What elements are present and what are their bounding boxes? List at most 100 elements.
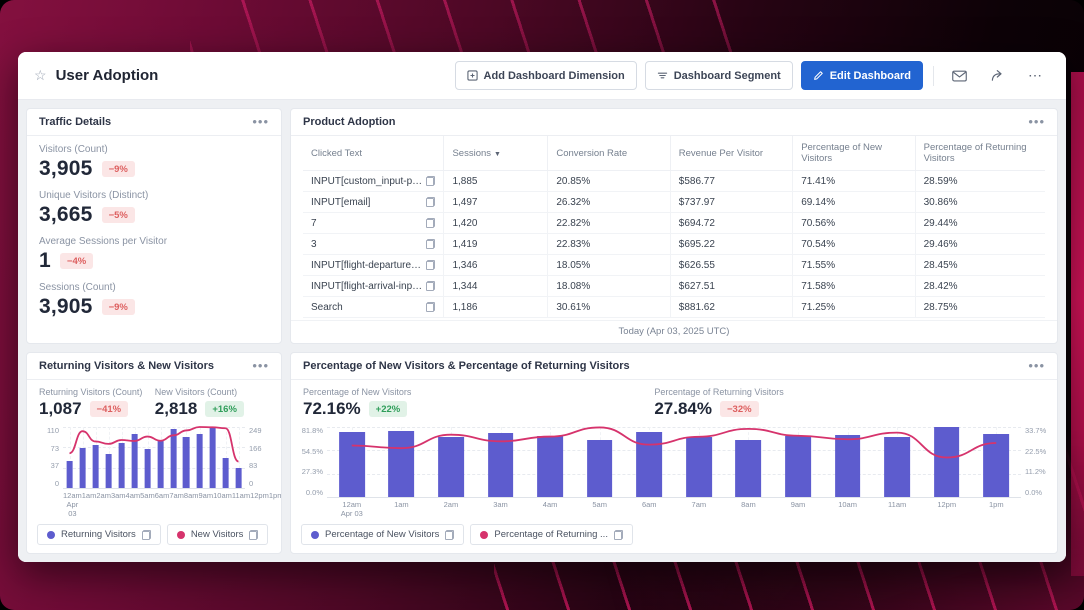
bar-1am[interactable] — [388, 430, 415, 497]
column-header[interactable]: Clicked Text — [303, 136, 445, 171]
add-dashboard-dimension-button[interactable]: Add Dashboard Dimension — [454, 61, 637, 90]
edit-dashboard-button[interactable]: Edit Dashboard — [800, 61, 923, 90]
metric-label: Visitors (Count) — [39, 144, 108, 155]
chart-menu-button[interactable]: ••• — [252, 358, 269, 373]
copy-icon[interactable] — [426, 239, 436, 249]
legend-item-returning-visitors[interactable]: Returning Visitors — [37, 524, 161, 545]
traffic-details-menu-button[interactable]: ••• — [252, 114, 269, 129]
more-options-button[interactable]: ⋯ — [1020, 61, 1050, 90]
gridline — [327, 497, 1021, 498]
bar-8am[interactable] — [735, 439, 762, 497]
column-header[interactable]: Percentage of New Visitors — [792, 136, 916, 171]
x-tick-label: 7am — [169, 491, 184, 500]
chart-plot-area[interactable] — [327, 427, 1021, 498]
table-date-footer: Today (Apr 03, 2025 UTC) — [291, 320, 1057, 343]
copy-icon[interactable] — [249, 529, 259, 540]
metric-avg-sessions: Average Sessions per Visitor 1 −4% — [39, 236, 269, 273]
favorite-star-icon[interactable]: ☆ — [34, 67, 47, 83]
bar-11am[interactable] — [884, 437, 910, 497]
copy-icon[interactable] — [613, 529, 623, 540]
table-cell: 29.46% — [914, 233, 1045, 255]
bar-6am[interactable] — [144, 448, 151, 488]
column-header[interactable]: Sessions ▼ — [443, 136, 549, 171]
chart-menu-button[interactable]: ••• — [1028, 358, 1045, 373]
gridline — [327, 473, 1021, 475]
bar-12pm[interactable] — [933, 427, 960, 497]
table-cell: 70.54% — [792, 233, 916, 255]
pencil-icon — [813, 71, 823, 80]
chart-plot-area[interactable] — [63, 427, 245, 489]
share-button[interactable] — [982, 61, 1012, 90]
bar-5am[interactable] — [131, 434, 138, 488]
bar-10am[interactable] — [834, 434, 861, 497]
bar-3am[interactable] — [105, 453, 112, 488]
bar-7am[interactable] — [157, 440, 164, 488]
copy-icon[interactable] — [426, 197, 436, 207]
bar-12am[interactable] — [338, 431, 365, 497]
bar-9am[interactable] — [785, 436, 811, 497]
share-arrow-icon — [991, 70, 1002, 81]
y-tick-label: 0 — [54, 478, 59, 488]
product-adoption-table: Clicked Text Sessions ▼ Conversion Rate Reve… — [303, 136, 1045, 318]
column-header[interactable]: Conversion Rate — [547, 136, 671, 171]
legend-item-new-visitors[interactable]: New Visitors — [166, 524, 269, 545]
table-row[interactable]: INPUT[flight-arrival-input ... 1,344 18.08… — [303, 275, 1045, 297]
bar-6am[interactable] — [636, 431, 663, 497]
y-tick-label: 0.0% — [305, 487, 323, 497]
x-tick-label: 6am — [641, 500, 657, 509]
chart-title: Returning Visitors & New Visitors — [39, 360, 215, 372]
product-adoption-menu-button[interactable]: ••• — [1028, 114, 1045, 129]
x-tick-label: 8am — [741, 500, 756, 509]
bar-9am[interactable] — [183, 436, 190, 488]
x-tick-label: 12am Apr 03 — [340, 500, 363, 518]
x-axis-labels: 12am Apr 03 1am 2am 3am 4am 5am 6am 7am 8am 9am 10a… — [291, 497, 1057, 518]
copy-icon[interactable] — [141, 529, 151, 540]
copy-icon[interactable] — [426, 260, 436, 270]
table-cell: 1,885 — [443, 170, 549, 192]
metric-value: 1 — [39, 249, 51, 272]
table-cell: 1,344 — [443, 275, 549, 297]
copy-icon[interactable] — [426, 302, 436, 312]
kpi-pct-new-visitors: Percentage of New Visitors 72.16% +22% — [303, 387, 644, 419]
table-row[interactable]: Search 1,186 30.61% $881.62 71.25% 28.75% — [303, 296, 1045, 318]
gridline — [63, 467, 245, 469]
bar-10am[interactable] — [196, 434, 203, 488]
legend-item-pct-returning-visitors[interactable]: Percentage of Returning ... — [470, 524, 633, 545]
bar-2am[interactable] — [92, 445, 99, 488]
copy-icon[interactable] — [426, 176, 436, 186]
table-row[interactable]: INPUT[custom_input-pick... 1,885 20.85% $58… — [303, 170, 1045, 192]
column-header[interactable]: Revenue Per Visitor — [669, 136, 794, 171]
copy-icon[interactable] — [426, 218, 436, 228]
kpi-returning-visitors: Returning Visitors (Count) 1,087 −41% — [39, 387, 145, 419]
copy-icon[interactable] — [426, 281, 436, 291]
metric-label: Unique Visitors (Distinct) — [39, 190, 149, 201]
dashboard-segment-button[interactable]: Dashboard Segment — [644, 61, 793, 90]
legend-label: Returning Visitors — [61, 529, 136, 540]
bar-1am[interactable] — [79, 448, 86, 488]
bar-4am[interactable] — [118, 442, 125, 488]
x-tick-label: 12pm — [250, 491, 269, 500]
x-tick-label: 5am — [592, 500, 607, 509]
email-button[interactable] — [944, 61, 974, 90]
legend-item-pct-new-visitors[interactable]: Percentage of New Visitors — [301, 524, 465, 545]
bar-11am[interactable] — [209, 427, 216, 488]
bar-3am[interactable] — [487, 433, 514, 497]
table-row[interactable]: 3 1,419 22.83% $695.22 70.54% 29.46% — [303, 233, 1045, 255]
table-row[interactable]: INPUT[flight-departure-in... 1,346 18.05% $… — [303, 254, 1045, 276]
table-row[interactable]: 7 1,420 22.82% $694.72 70.56% 29.44% — [303, 212, 1045, 234]
bar-1pm[interactable] — [235, 468, 242, 488]
add-dimension-icon — [466, 70, 478, 81]
y-tick-label: 37 — [50, 461, 59, 471]
bar-8am[interactable] — [170, 429, 177, 488]
copy-icon[interactable] — [445, 529, 455, 540]
bar-5am[interactable] — [586, 440, 613, 497]
kpi-label: Returning Visitors (Count) — [39, 387, 143, 397]
bar-7am[interactable] — [685, 437, 712, 497]
bar-4am[interactable] — [537, 435, 563, 497]
bar-2am[interactable] — [438, 437, 464, 497]
metric-sessions-count: Sessions (Count) 3,905 −9% — [39, 282, 269, 319]
bar-12pm[interactable] — [222, 458, 229, 488]
table-row[interactable]: INPUT[email] 1,497 26.32% $737.97 69.14% 30.8… — [303, 191, 1045, 213]
column-header[interactable]: Percentage of Returning Visitors — [914, 136, 1045, 171]
bar-12am[interactable] — [66, 461, 73, 488]
